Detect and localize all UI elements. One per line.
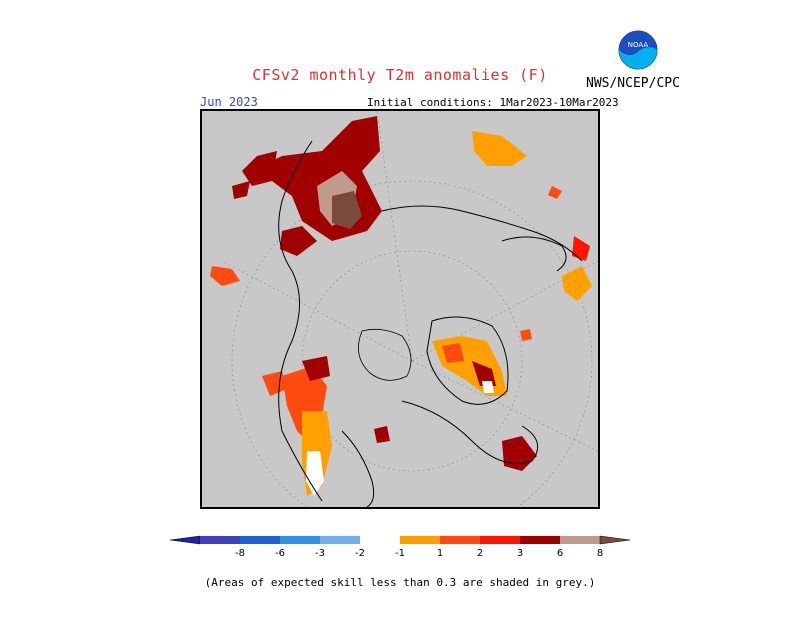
chart-title: CFSv2 monthly T2m anomalies (F) [252, 66, 548, 84]
anomaly-region [332, 191, 362, 229]
colorbar-swatch [440, 536, 480, 544]
colorbar-tick-label: 1 [436, 548, 444, 559]
footnote: (Areas of expected skill less than 0.3 a… [204, 576, 596, 589]
coastline [278, 140, 323, 502]
colorbar-svg [169, 535, 631, 545]
colorbar-tick-label: -2 [355, 548, 365, 559]
anomaly-region [280, 226, 317, 256]
coastline [381, 205, 583, 262]
colorbar [169, 530, 631, 560]
colorbar-arrow-low [169, 535, 201, 545]
initial-conditions-label: Initial conditions: 1Mar2023-10Mar2023 [367, 96, 619, 109]
polar-map [202, 111, 598, 507]
meridian-line [221, 260, 413, 362]
colorbar-swatch [280, 536, 320, 544]
coastline [501, 236, 567, 272]
anomaly-region [306, 451, 324, 496]
noaa-logo: NOAA [618, 30, 658, 70]
colorbar-tick-label: 3 [516, 548, 524, 559]
colorbar-tick-label: -3 [315, 548, 325, 559]
meridian-line [376, 111, 413, 362]
colorbar-swatch [360, 536, 400, 544]
colorbar-tick-label: -8 [235, 548, 245, 559]
coastline [358, 328, 412, 381]
anomaly-region [572, 236, 590, 261]
map-panel [200, 109, 600, 509]
anomaly-region [548, 186, 562, 199]
colorbar-tick-label: 8 [596, 548, 604, 559]
colorbar-tick-label: -6 [275, 548, 285, 559]
coastline [401, 400, 539, 464]
anomaly-region [232, 181, 250, 199]
anomaly-region [562, 266, 592, 301]
anomaly-region [472, 361, 496, 386]
agency-label: NWS/NCEP/CPC [586, 76, 680, 91]
latitude-circle [231, 180, 593, 507]
colorbar-arrow-high [599, 535, 631, 545]
anomaly-region [482, 381, 494, 393]
coastline [426, 316, 509, 405]
colorbar-swatch [480, 536, 520, 544]
colorbar-tick-label: 6 [556, 548, 564, 559]
colorbar-swatch [520, 536, 560, 544]
anomaly-region [374, 426, 390, 443]
noaa-logo-text: NOAA [628, 41, 649, 49]
anomaly-region [472, 131, 527, 166]
colorbar-swatch [240, 536, 280, 544]
colorbar-swatch [400, 536, 440, 544]
anomaly-region [520, 329, 532, 341]
colorbar-swatch [320, 536, 360, 544]
noaa-logo-icon: NOAA [618, 30, 658, 70]
anomaly-region [242, 151, 277, 186]
anomaly-region [302, 356, 330, 381]
anomaly-region [442, 343, 464, 363]
colorbar-tick-label: 2 [476, 548, 484, 559]
month-label: Jun 2023 [200, 95, 258, 109]
colorbar-swatch [200, 536, 240, 544]
colorbar-swatch [560, 536, 600, 544]
coastline [341, 430, 375, 507]
colorbar-tick-label: -1 [395, 548, 405, 559]
anomaly-region [210, 266, 240, 286]
